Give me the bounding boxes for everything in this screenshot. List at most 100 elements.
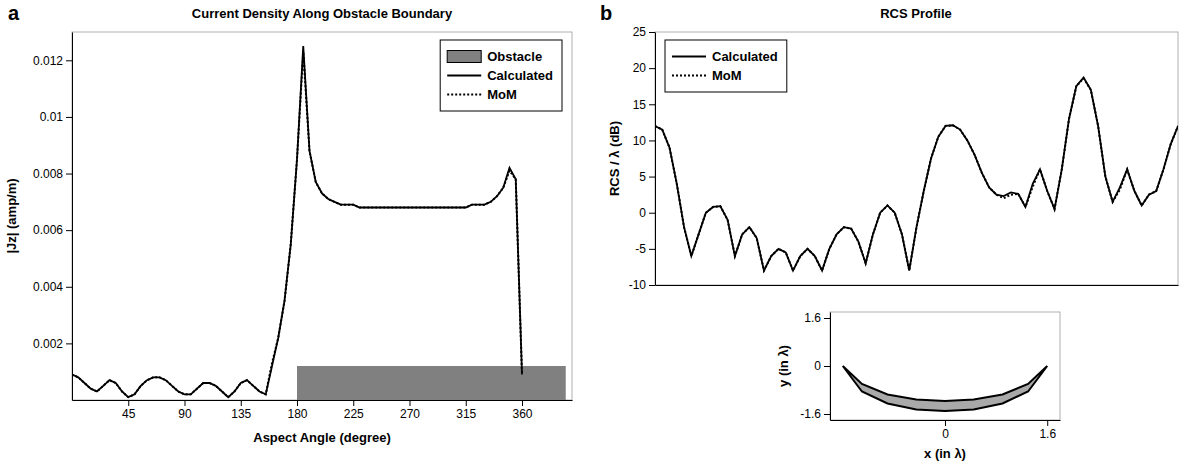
tick-mark — [66, 174, 72, 175]
tick-label: 225 — [344, 407, 364, 421]
y-tick: 0.008 — [33, 167, 72, 181]
tick-label: 0.008 — [33, 167, 63, 181]
plot-frame — [655, 32, 1178, 285]
tick-mark — [66, 343, 72, 344]
tick-mark — [649, 104, 655, 105]
y-tick: 0.002 — [33, 337, 72, 351]
tick-mark — [649, 285, 655, 286]
axis-line — [656, 285, 1179, 286]
tick-mark — [824, 318, 830, 319]
tick-label: 45 — [122, 407, 136, 421]
tick-mark — [649, 213, 655, 214]
tick-label: 90 — [178, 407, 192, 421]
obstacle-area — [297, 366, 566, 400]
y-tick: 0 — [814, 359, 830, 373]
plot-area — [72, 46, 566, 400]
tick-label: 270 — [400, 407, 420, 421]
y-axis-title: |Jz| (amp/m) — [4, 178, 19, 253]
tick-label: 360 — [512, 407, 532, 421]
tick-mark — [297, 400, 298, 406]
x-tick: 180 — [287, 400, 307, 421]
chart-panel: 45 90 135 180 225 270 315 360 0.002 0.004 0.006 0.0… — [4, 2, 573, 445]
tick-mark — [185, 400, 186, 406]
tick-label: 5 — [639, 170, 646, 184]
x-axis: 45 90 135 180 225 270 315 360 — [73, 400, 573, 421]
x-tick: 270 — [400, 400, 420, 421]
tick-label: 0 — [814, 359, 821, 373]
axis-line — [72, 33, 73, 401]
legend-swatch — [672, 75, 706, 77]
y-tick: 15 — [633, 98, 655, 112]
legend-label: Calculated — [712, 49, 778, 64]
y-tick: 25 — [633, 25, 655, 39]
chart-panel: -10-50510152025RCS ProfilebRCS / λ (dB)C… — [600, 2, 1179, 292]
tick-mark — [522, 400, 523, 406]
tick-label: 0.012 — [33, 54, 63, 68]
x-tick: 90 — [178, 400, 192, 421]
tick-label: -1.6 — [800, 407, 821, 421]
tick-mark — [649, 68, 655, 69]
legend-box — [440, 40, 562, 111]
y-tick: 0.01 — [40, 110, 72, 124]
tick-mark — [1047, 420, 1048, 426]
legend-label: MoM — [712, 68, 742, 83]
x-tick: 135 — [231, 400, 251, 421]
tick-label: 15 — [633, 98, 647, 112]
figure: 45 90 135 180 225 270 315 360 0.002 0.004 0.006 0.0… — [0, 0, 1192, 471]
tick-mark — [66, 117, 72, 118]
x-tick: 360 — [512, 400, 532, 421]
x-tick: 1.6 — [1039, 420, 1056, 441]
tick-label: 315 — [456, 407, 476, 421]
tick-mark — [66, 287, 72, 288]
plot-frame — [72, 32, 572, 400]
legend-swatch — [447, 75, 481, 77]
tick-mark — [649, 32, 655, 33]
x-tick: 315 — [456, 400, 476, 421]
y-tick: 0 — [639, 206, 655, 220]
x-axis — [656, 285, 1179, 286]
plot-frame — [830, 312, 1060, 420]
legend-swatch — [447, 51, 481, 63]
tick-label: 0 — [942, 427, 949, 441]
y-tick: 0.004 — [33, 280, 72, 294]
legend: Calculated MoM — [665, 40, 787, 92]
y-axis: -10-50510152025 — [629, 25, 656, 292]
chart-title: RCS Profile — [880, 6, 952, 21]
legend-swatch — [672, 56, 706, 58]
tick-mark — [410, 400, 411, 406]
tick-label: 0.004 — [33, 280, 63, 294]
legend-label: Calculated — [487, 68, 553, 83]
panel-label: b — [600, 2, 612, 24]
x-axis-title: Aspect Angle (degree) — [253, 430, 391, 445]
chart-title: Current Density Along Obstacle Boundary — [192, 6, 453, 21]
tick-mark — [945, 420, 946, 426]
tick-label: 25 — [633, 25, 647, 39]
y-tick: -1.6 — [800, 407, 830, 421]
obstacle-outline — [843, 366, 1047, 411]
y-tick: 0.006 — [33, 223, 72, 237]
axis-line — [73, 400, 573, 401]
legend-box — [665, 40, 787, 92]
chart-panel: 01.6-1.601.6x (in λ)y (in λ) — [776, 311, 1061, 461]
legend: ObstacleCalculatedMoM — [440, 40, 562, 111]
panel-label: a — [8, 2, 20, 24]
y-tick: 5 — [639, 170, 655, 184]
tick-mark — [649, 249, 655, 250]
tick-mark — [66, 60, 72, 61]
tick-label: 20 — [633, 61, 647, 75]
x-axis-title: x (in λ) — [924, 446, 966, 461]
tick-label: 0.002 — [33, 337, 63, 351]
tick-label: -10 — [629, 278, 647, 292]
tick-label: 0.01 — [40, 110, 64, 124]
plot-area — [655, 78, 1178, 271]
y-tick: -10 — [629, 278, 655, 292]
plot-area — [843, 366, 1047, 411]
tick-label: 180 — [287, 407, 307, 421]
legend-label: MoM — [487, 87, 517, 102]
data-line — [655, 78, 1178, 271]
tick-label: 0 — [639, 206, 646, 220]
x-tick: 45 — [122, 400, 136, 421]
tick-mark — [824, 414, 830, 415]
tick-label: 10 — [633, 134, 647, 148]
legend-swatch — [447, 94, 481, 96]
